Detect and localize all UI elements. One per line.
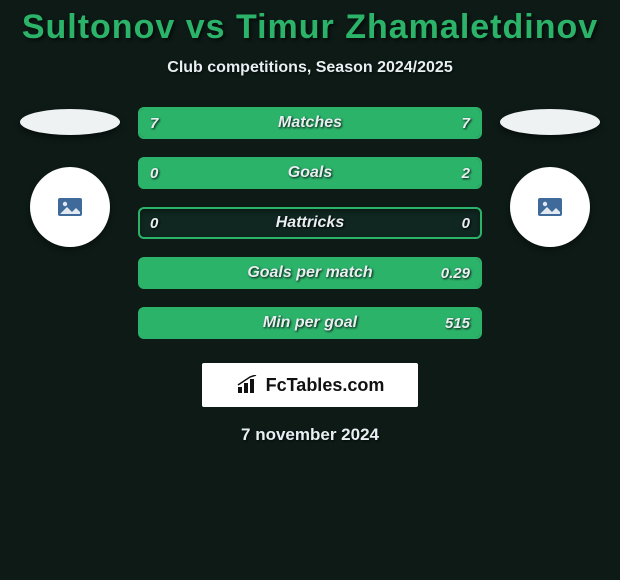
stat-label: Min per goal [263,314,357,332]
stat-value-right: 7 [462,115,470,132]
stat-bar: 7 7 Matches [138,107,482,139]
placeholder-image-icon [58,198,82,216]
stat-value-right: 2 [462,165,470,182]
page-subtitle: Club competitions, Season 2024/2025 [0,59,620,77]
left-team-badge [30,167,110,247]
stat-bar: 0.29 Goals per match [138,257,482,289]
stat-label: Goals [288,164,332,182]
stat-label: Hattricks [276,214,344,232]
stat-value-right: 0 [462,215,470,232]
stat-bar: 515 Min per goal [138,307,482,339]
stat-bar: 0 0 Hattricks [138,207,482,239]
bar-chart-icon [236,375,262,395]
stat-value-left: 0 [150,215,158,232]
right-player-side [490,107,610,247]
source-logo: FcTables.com [202,363,418,407]
left-player-side [10,107,130,247]
stat-value-right: 0.29 [441,265,470,282]
stat-value-right: 515 [445,315,470,332]
stat-value-left: 7 [150,115,158,132]
placeholder-image-icon [538,198,562,216]
stat-bar: 0 2 Goals [138,157,482,189]
date-label: 7 november 2024 [0,425,620,445]
comparison-arena: 7 7 Matches 0 2 Goals 0 0 Hattricks 0.29 Goals per… [0,107,620,339]
right-disc-icon [500,109,600,135]
stats-column: 7 7 Matches 0 2 Goals 0 0 Hattricks 0.29 Goals per… [130,107,490,339]
stat-label: Goals per match [247,264,372,282]
stat-label: Matches [278,114,342,132]
right-team-badge [510,167,590,247]
left-disc-icon [20,109,120,135]
comparison-infographic: Sultonov vs Timur Zhamaletdinov Club com… [0,8,620,580]
source-logo-text: FcTables.com [266,375,385,396]
page-title: Sultonov vs Timur Zhamaletdinov [0,8,620,47]
stat-value-left: 0 [150,165,158,182]
